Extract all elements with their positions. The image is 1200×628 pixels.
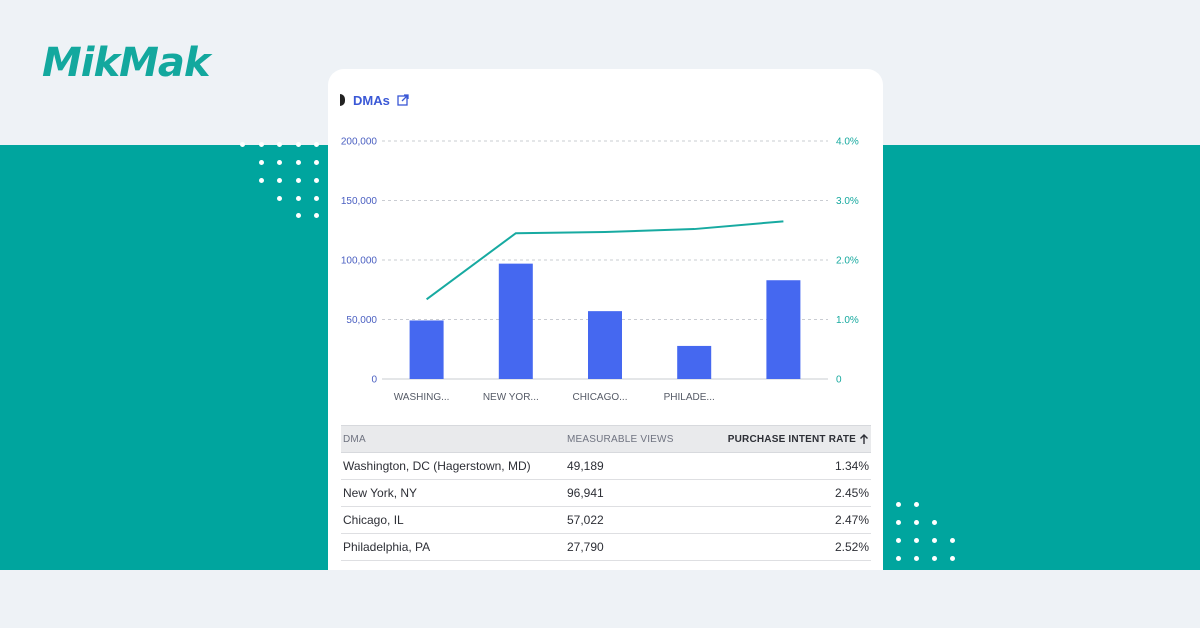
table-row[interactable]: Philadelphia, PA 27,790 2.52% (341, 534, 871, 561)
y-right-tick-label: 3.0% (836, 196, 859, 207)
line-purchase-intent-rate (426, 220, 784, 301)
arrow-up-icon (860, 433, 868, 444)
header-purchase-intent-rate-label: PURCHASE INTENT RATE (727, 433, 856, 445)
dma-table: DMA MEASURABLE VIEWS PURCHASE INTENT RAT… (341, 425, 871, 561)
y-left-tick-label: 0 (371, 375, 377, 386)
cell-rate: 2.47% (834, 513, 869, 527)
x-tick-label: PHILADE... (664, 392, 715, 403)
collapse-toggle-icon[interactable] (340, 94, 345, 106)
header-dma[interactable]: DMA (343, 433, 366, 445)
y-right-tick-label: 2.0% (836, 256, 859, 267)
y-right-tick-label: 0 (836, 375, 842, 386)
cell-views: 27,790 (567, 540, 604, 554)
table-row[interactable]: Washington, DC (Hagerstown, MD) 49,189 1… (341, 453, 871, 480)
card-header: DMAs (340, 91, 409, 109)
dma-combo-chart: 0 0 50,000 1.0% 100,000 2.0% 150,000 3.0% 200,00… (341, 137, 859, 404)
cell-views: 57,022 (567, 513, 604, 527)
card-title-link[interactable]: DMAs (353, 92, 390, 108)
cell-views: 49,189 (567, 459, 604, 473)
y-left-tick-label: 150,000 (341, 196, 378, 207)
table-row[interactable]: Chicago, IL 57,022 2.47% (341, 507, 871, 534)
cell-rate: 1.34% (834, 459, 869, 473)
cell-rate: 2.45% (834, 486, 869, 500)
bar-measurable-views (409, 320, 444, 379)
y-right-tick-label: 1.0% (836, 315, 859, 326)
y-left-tick-label: 50,000 (346, 315, 377, 326)
table-row[interactable]: New York, NY 96,941 2.45% (341, 480, 871, 507)
x-tick-label: CHICAGO... (572, 392, 627, 403)
bar-measurable-views (677, 345, 712, 379)
y-left-tick-label: 100,000 (341, 256, 378, 267)
dma-report-card: DMAs 0 0 50,000 1.0% 100,000 2.0% 150,000 3.0% 2… (328, 69, 883, 570)
cell-dma: Chicago, IL (343, 513, 404, 527)
header-measurable-views[interactable]: MEASURABLE VIEWS (567, 433, 674, 445)
cell-dma: Washington, DC (Hagerstown, MD) (343, 459, 531, 473)
cell-rate: 2.52% (834, 540, 869, 554)
external-link-icon[interactable] (397, 94, 409, 106)
x-tick-label: WASHING... (394, 392, 450, 403)
header-purchase-intent-rate[interactable]: PURCHASE INTENT RATE (717, 434, 871, 445)
bar-measurable-views (766, 280, 801, 379)
y-left-tick-label: 200,000 (341, 137, 378, 148)
mikmak-logo: MikMak (42, 40, 211, 86)
x-tick-label: NEW YOR... (483, 392, 539, 403)
cell-dma: New York, NY (343, 486, 418, 500)
bar-measurable-views (498, 263, 533, 379)
cell-dma: Philadelphia, PA (343, 540, 431, 554)
dot-pattern-bottom-right (896, 502, 976, 572)
table-header-row: DMA MEASURABLE VIEWS PURCHASE INTENT RAT… (341, 425, 871, 453)
dot-pattern-top-left (240, 142, 330, 222)
y-right-tick-label: 4.0% (836, 137, 859, 148)
bar-measurable-views (588, 311, 622, 379)
cell-views: 96,941 (567, 486, 604, 500)
